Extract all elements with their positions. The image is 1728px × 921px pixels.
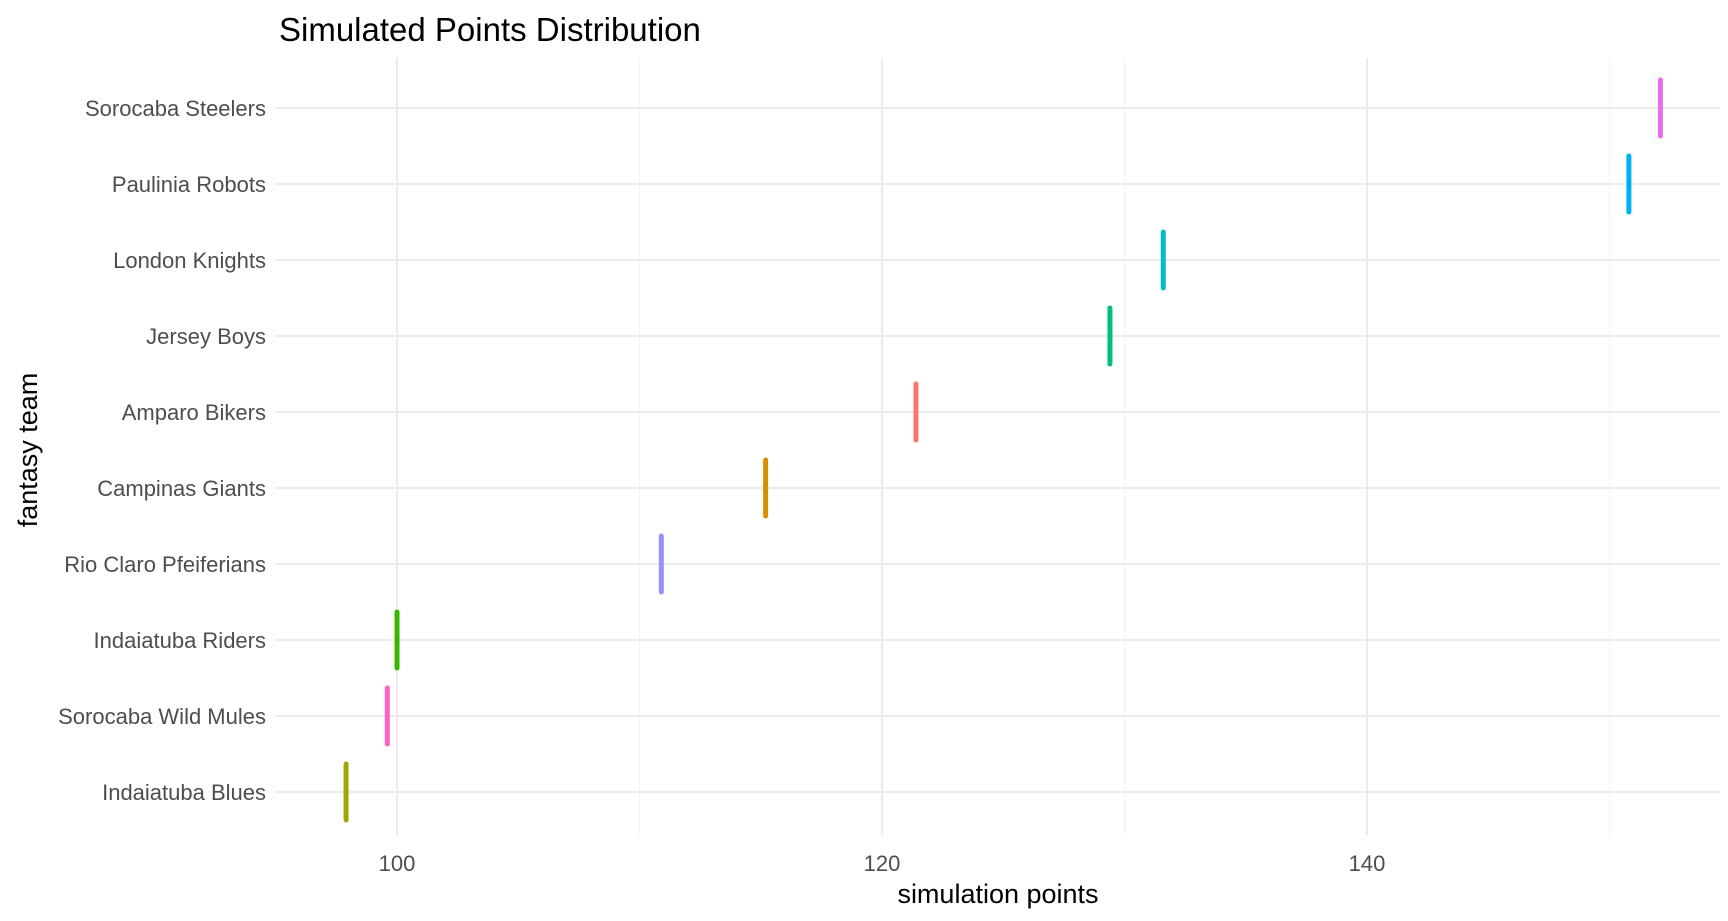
y-tick-label: Rio Claro Pfeiferians xyxy=(64,552,266,577)
y-tick-label: Indaiatuba Riders xyxy=(94,628,266,653)
x-tick-label: 100 xyxy=(379,851,416,876)
y-tick-label: Sorocaba Wild Mules xyxy=(58,704,266,729)
y-axis-title: fantasy team xyxy=(13,373,43,528)
x-tick-label: 140 xyxy=(1349,851,1386,876)
x-tick-label: 120 xyxy=(864,851,901,876)
major-gridlines xyxy=(275,58,1720,835)
y-tick-label: Jersey Boys xyxy=(146,324,266,349)
y-tick-label: Amparo Bikers xyxy=(122,400,266,425)
chart-title: Simulated Points Distribution xyxy=(279,11,701,48)
x-axis-tick-labels: 100 120 140 xyxy=(379,851,1386,876)
y-tick-label: Campinas Giants xyxy=(97,476,266,501)
minor-gridlines xyxy=(638,58,1611,835)
data-marks xyxy=(343,77,1663,823)
y-tick-label: Paulinia Robots xyxy=(112,172,266,197)
y-tick-label: Sorocaba Steelers xyxy=(85,96,266,121)
y-axis-tick-labels: Indaiatuba Blues Sorocaba Wild Mules Indai… xyxy=(58,96,266,805)
x-axis-title: simulation points xyxy=(897,879,1098,909)
y-tick-label: Indaiatuba Blues xyxy=(102,780,266,805)
y-tick-label: London Knights xyxy=(113,248,266,273)
